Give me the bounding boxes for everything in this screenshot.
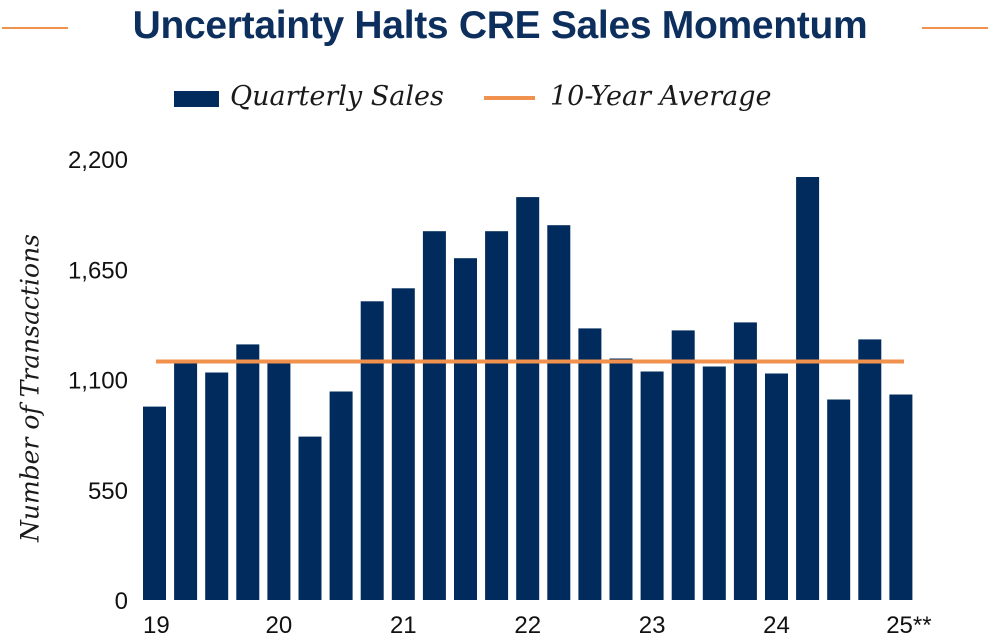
x-tick-label: 25**: [886, 612, 931, 639]
bar: [547, 225, 571, 600]
bar: [236, 344, 260, 600]
title-accent-line-right: [922, 27, 988, 29]
title-row: Uncertainty Halts CRE Sales Momentum: [0, 0, 1000, 56]
bar: [702, 366, 726, 600]
bar: [671, 330, 695, 600]
x-tick-label: 22: [514, 612, 541, 639]
legend: Quarterly Sales 10-Year Average: [0, 80, 1000, 116]
bar: [454, 258, 477, 600]
y-tick-label: 1,100: [68, 368, 128, 395]
y-tick-label: 2,200: [68, 147, 128, 174]
bar: [889, 394, 913, 600]
legend-label-10-year-average: 10-Year Average: [550, 81, 772, 112]
y-tick-label: 0: [115, 588, 128, 615]
x-tick-label: 24: [763, 612, 790, 639]
bar: [422, 231, 446, 600]
bar: [827, 399, 851, 600]
bar: [609, 358, 633, 600]
legend-label-quarterly-sales: Quarterly Sales: [230, 81, 444, 112]
bar: [858, 339, 882, 600]
x-tick-label: 20: [266, 612, 293, 639]
bar: [205, 372, 229, 600]
bar: [267, 363, 291, 600]
bar: [329, 391, 353, 600]
bar: [765, 373, 788, 600]
bar: [796, 177, 820, 600]
bar: [360, 301, 384, 600]
x-tick-label: 21: [390, 612, 417, 639]
bar: [516, 197, 540, 600]
title-accent-line-left: [2, 27, 68, 29]
y-tick-label: 550: [88, 478, 128, 505]
x-tick-label: 23: [639, 612, 666, 639]
bar: [174, 363, 198, 600]
x-tick-label: 19: [143, 612, 170, 639]
legend-item-quarterly-sales: Quarterly Sales: [174, 80, 444, 116]
bar: [485, 231, 509, 600]
bar: [391, 288, 415, 600]
bar: [733, 322, 757, 600]
legend-swatch-bar: [174, 91, 219, 107]
bar: [298, 436, 322, 600]
bar: [640, 371, 664, 600]
legend-swatch-average-line: [484, 96, 535, 100]
y-tick-label: 1,650: [68, 257, 128, 284]
legend-item-10-year-average: 10-Year Average: [484, 80, 784, 116]
bar: [578, 328, 602, 600]
chart-title: Uncertainty Halts CRE Sales Momentum: [132, 4, 868, 47]
bar: [143, 406, 166, 600]
